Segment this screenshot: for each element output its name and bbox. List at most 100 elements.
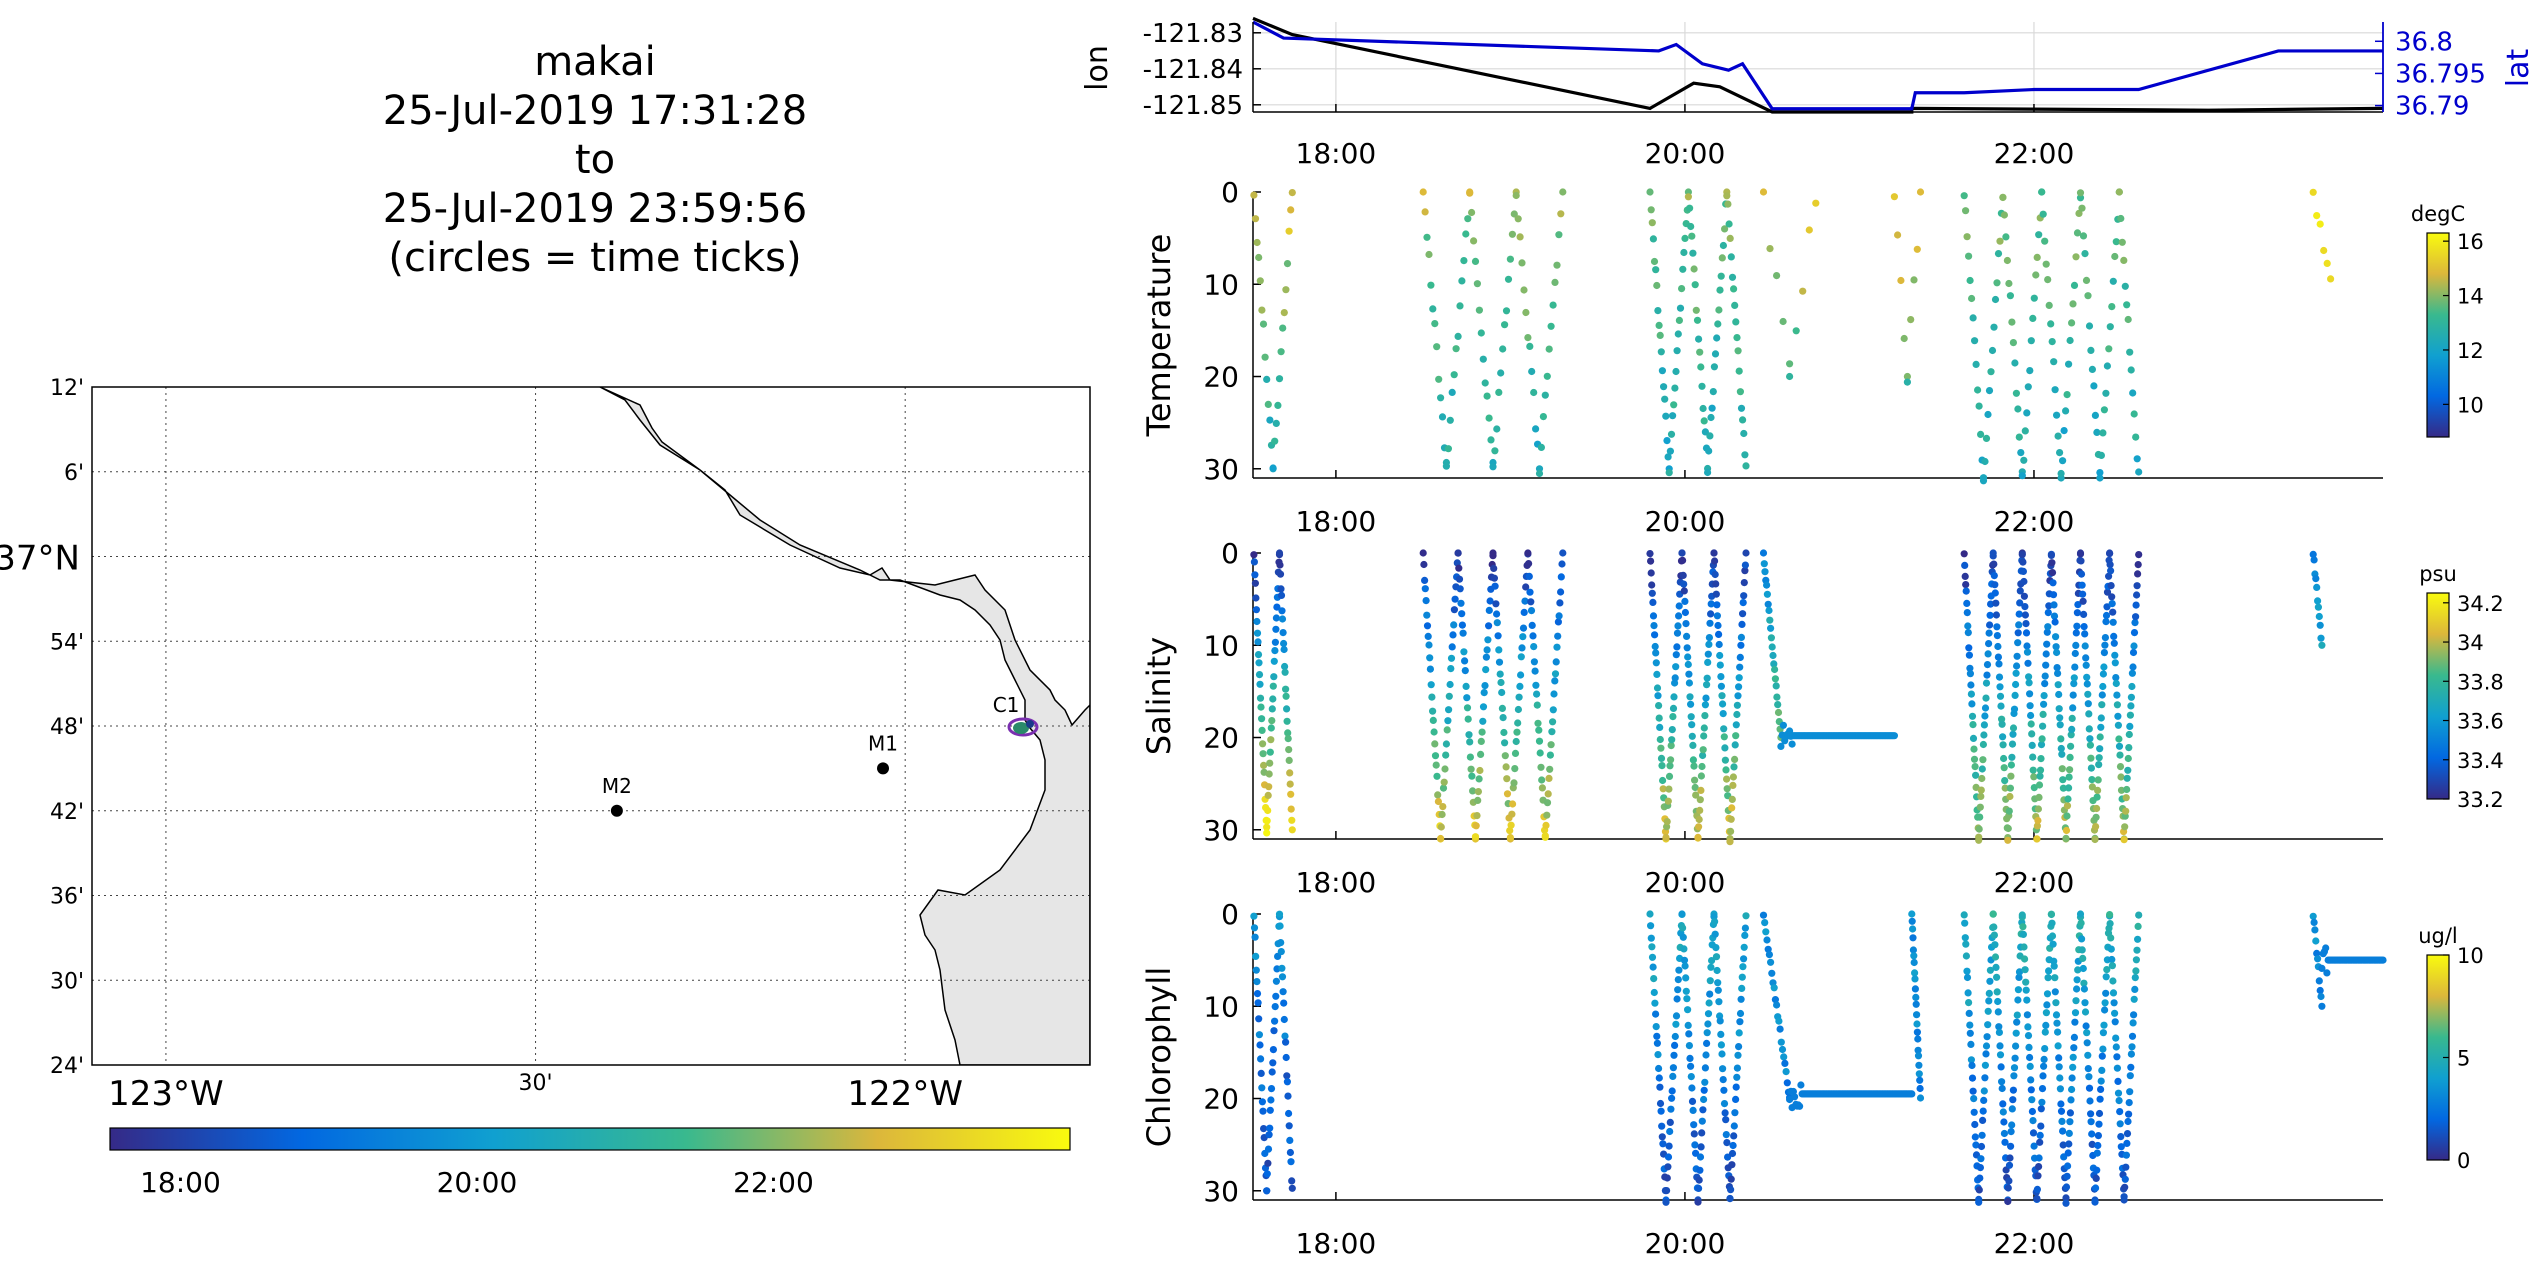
data-point xyxy=(1673,995,1681,1003)
data-point xyxy=(1911,985,1919,993)
colorbar-tick-label: 33.4 xyxy=(2457,749,2504,773)
data-point xyxy=(2112,674,2120,682)
data-point xyxy=(2026,1062,2034,1070)
data-point xyxy=(2015,973,2023,982)
data-point xyxy=(1284,729,1292,737)
data-point xyxy=(1254,999,1262,1007)
data-point xyxy=(1254,638,1262,646)
data-point xyxy=(2071,1009,2080,1017)
data-point xyxy=(1736,388,1744,396)
data-point xyxy=(1992,599,2000,607)
time-colorbar-tick-label: 20:00 xyxy=(437,1166,518,1199)
data-point xyxy=(1670,1051,1678,1059)
title-line: (circles = time ticks) xyxy=(388,235,802,281)
data-point xyxy=(1460,648,1468,656)
data-point xyxy=(1491,447,1499,455)
data-point xyxy=(1674,330,1682,338)
data-point xyxy=(2029,1129,2038,1137)
data-point xyxy=(1987,368,1995,376)
data-point xyxy=(1710,549,1718,557)
data-point xyxy=(1729,1141,1737,1150)
data-point xyxy=(2051,988,2059,996)
data-point xyxy=(1264,400,1272,408)
data-point xyxy=(2023,409,2031,417)
data-point xyxy=(1976,803,1984,811)
data-point xyxy=(1966,670,1974,678)
data-point xyxy=(1890,732,1898,740)
data-point xyxy=(1535,737,1544,745)
data-point xyxy=(1986,611,1994,619)
data-point xyxy=(2123,301,2131,309)
data-point xyxy=(1732,1083,1740,1091)
data-point xyxy=(1740,592,1748,600)
data-point xyxy=(1518,644,1526,652)
data-point xyxy=(2024,1023,2032,1031)
data-point xyxy=(1697,363,1705,371)
data-point xyxy=(2014,996,2022,1004)
data-point xyxy=(1669,1064,1677,1072)
data-point xyxy=(1272,992,1280,1000)
data-point xyxy=(2309,188,2317,196)
data-point xyxy=(1681,608,1689,617)
data-point xyxy=(1991,941,1999,949)
data-point xyxy=(1672,367,1680,376)
data-point xyxy=(2069,300,2077,308)
data-point xyxy=(1658,1122,1666,1130)
data-point xyxy=(1740,579,1748,587)
data-point xyxy=(1260,1125,1268,1133)
data-point xyxy=(2096,1095,2104,1103)
data-point xyxy=(1449,631,1457,639)
data-point xyxy=(1671,384,1679,392)
data-point xyxy=(1283,1072,1291,1080)
data-point xyxy=(1269,1046,1277,1054)
data-point xyxy=(1792,327,1800,335)
data-point xyxy=(1671,674,1679,682)
data-point xyxy=(1667,742,1675,750)
data-point xyxy=(1508,230,1516,238)
data-point xyxy=(2076,189,2085,197)
data-point xyxy=(1729,773,1737,781)
data-point xyxy=(2063,802,2072,810)
data-point xyxy=(1271,638,1279,646)
data-point xyxy=(1890,193,1898,201)
data-point xyxy=(1687,1073,1695,1081)
data-point xyxy=(2021,427,2029,435)
data-point xyxy=(1963,609,1971,617)
data-point xyxy=(2126,1072,2134,1080)
data-point xyxy=(1663,1187,1671,1195)
data-point xyxy=(1501,739,1509,747)
data-point xyxy=(1282,286,1290,294)
data-point xyxy=(1665,772,1674,781)
data-point xyxy=(1256,1041,1264,1049)
data-point xyxy=(2085,1073,2093,1081)
data-point xyxy=(1991,589,1999,597)
data-point xyxy=(1662,1198,1670,1206)
data-point xyxy=(2091,411,2099,419)
data-point xyxy=(2040,1055,2048,1063)
data-point xyxy=(2097,723,2105,731)
data-point xyxy=(2006,1154,2014,1162)
data-point xyxy=(2067,731,2075,739)
data-point xyxy=(1256,680,1264,688)
data-point xyxy=(1684,193,1692,201)
data-point xyxy=(1970,745,1978,753)
data-point xyxy=(1970,1108,1978,1116)
data-point xyxy=(2058,750,2066,758)
data-point xyxy=(1713,601,1721,609)
data-point xyxy=(1697,1143,1705,1151)
data-point xyxy=(1686,1054,1694,1062)
colorbar-label: psu xyxy=(2419,562,2457,586)
data-point xyxy=(1485,606,1493,615)
data-point xyxy=(1525,560,1533,568)
data-point xyxy=(1655,1074,1663,1082)
data-point xyxy=(2109,989,2118,997)
data-point xyxy=(1287,1158,1295,1166)
data-point xyxy=(1280,1015,1288,1024)
data-point xyxy=(2078,935,2086,943)
data-point xyxy=(1282,1053,1290,1062)
data-point xyxy=(2037,755,2045,763)
data-point xyxy=(2016,587,2024,595)
data-point xyxy=(1980,721,1988,729)
data-point xyxy=(2022,629,2031,637)
